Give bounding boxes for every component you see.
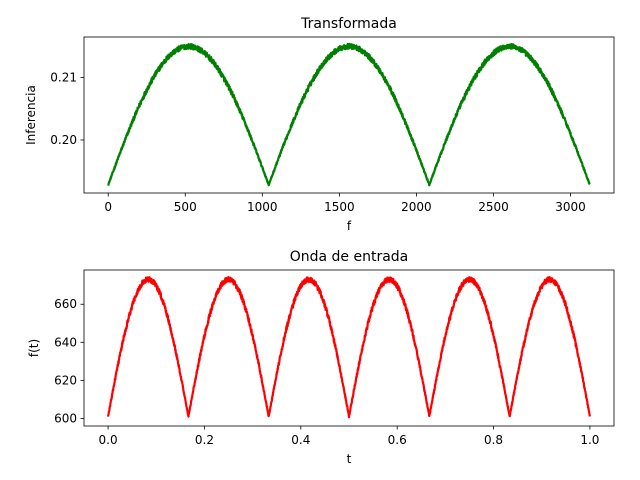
transformada-axes-frame <box>83 36 615 194</box>
onda-title: Onda de entrada <box>290 249 409 265</box>
onda-y-tick-label: 600 <box>54 411 77 425</box>
onda-x-tick-label: 0.8 <box>484 433 503 447</box>
transformada-subplot: 0 500 1000 1500 2000 2500 3000 0.20 0.21 Transfor… <box>24 16 615 233</box>
onda-x-tick-label: 0.6 <box>388 433 407 447</box>
transformada-title: Transformada <box>300 16 397 32</box>
transformada-x-tick-label: 500 <box>174 200 197 214</box>
onda-series-line <box>107 276 591 419</box>
transformada-x-tick-label: 3000 <box>555 200 586 214</box>
transformada-x-tick-label: 2000 <box>401 200 432 214</box>
transformada-x-tick-label: 0 <box>104 200 112 214</box>
onda-y-tick-label: 660 <box>54 297 77 311</box>
onda-x-tick-label: 1.0 <box>580 433 599 447</box>
onda-y-tick-label: 620 <box>54 373 77 387</box>
onda-x-tick-label: 0.4 <box>291 433 310 447</box>
onda-y-label: f(t) <box>27 339 41 357</box>
onda-x-label: t <box>347 452 352 466</box>
transformada-x-label: f <box>347 219 352 233</box>
onda-y-tick-label: 640 <box>54 335 77 349</box>
onda-axes-frame <box>83 269 615 427</box>
onda-x-tick-label: 0.2 <box>195 433 214 447</box>
transformada-y-tick-label: 0.20 <box>50 133 77 147</box>
onda-x-tick-label: 0.0 <box>99 433 118 447</box>
transformada-y-label: Inferencia <box>24 85 38 145</box>
transformada-x-tick-label: 1500 <box>324 200 355 214</box>
transformada-series-line <box>107 42 591 187</box>
onda-subplot: 0.0 0.2 0.4 0.6 0.8 1.0 600 620 640 660 Onda de en… <box>27 249 615 466</box>
transformada-y-tick-label: 0.21 <box>50 71 77 85</box>
transformada-x-tick-label: 2500 <box>478 200 509 214</box>
transformada-x-tick-label: 1000 <box>247 200 278 214</box>
